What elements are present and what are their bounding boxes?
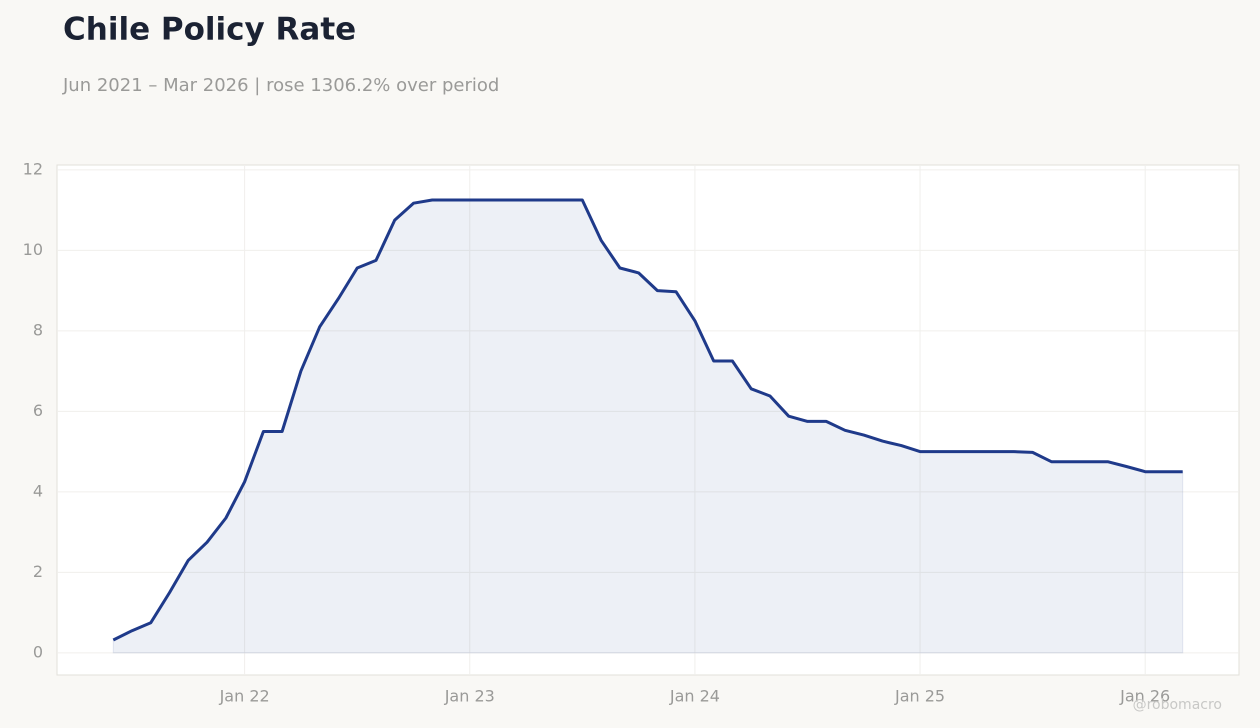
line xyxy=(112,198,1183,642)
watermark: @robomacro xyxy=(1133,697,1222,713)
y-tick-label: 10 xyxy=(23,240,43,259)
x-tick-label: Jan 22 xyxy=(219,687,270,706)
y-tick-label: 4 xyxy=(33,481,43,500)
x-tick-label: Jan 23 xyxy=(444,687,495,706)
y-tick-label: 2 xyxy=(33,562,43,581)
y-tick-label: 8 xyxy=(33,320,43,339)
chart-subtitle: Jun 2021 – Mar 2026 | rose 1306.2% over … xyxy=(62,75,499,96)
x-tick-label: Jan 24 xyxy=(669,687,720,706)
x-tick-label: Jan 25 xyxy=(894,687,945,706)
chart-title: Chile Policy Rate xyxy=(63,12,356,48)
x-tick-label: Jan 26 xyxy=(1119,687,1170,706)
y-tick-label: 0 xyxy=(33,642,43,661)
y-tick-label: 6 xyxy=(33,401,43,420)
y-tick-label: 12 xyxy=(23,159,43,178)
